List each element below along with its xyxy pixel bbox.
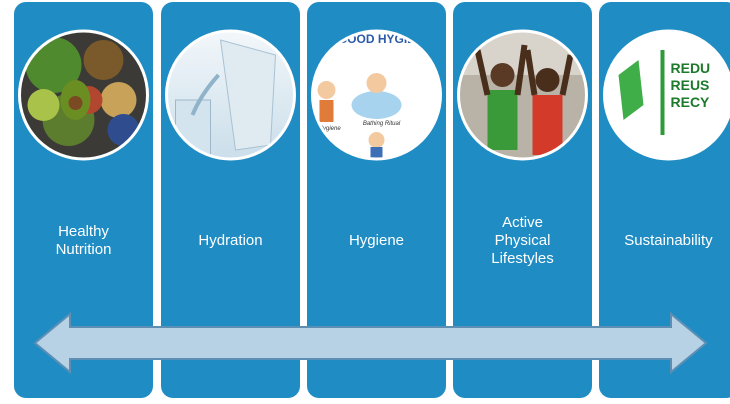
photo-shape	[320, 100, 334, 122]
image-text: REDU	[671, 60, 711, 76]
column-label: Physical	[495, 232, 551, 249]
photo-shape	[84, 40, 124, 80]
photo-shape	[533, 95, 563, 155]
photo-shape	[69, 96, 83, 110]
photo-shape	[101, 82, 137, 118]
photo-shape	[28, 89, 60, 121]
diagram: HealthyNutritionHydrationGOOD HYGIEBathi…	[0, 0, 730, 404]
column-label: Sustainability	[624, 232, 713, 249]
photo-shape	[369, 132, 385, 148]
column-label: Lifestyles	[491, 250, 554, 267]
column-label: Healthy	[58, 223, 109, 240]
photo-shape	[367, 73, 387, 93]
page: {"columns": [ {"label_lines": ["Healthy"…	[0, 0, 730, 404]
photo-shape	[536, 68, 560, 92]
image-text: REUS	[671, 77, 710, 93]
column-label: Active	[502, 214, 543, 231]
image-text: Bathing Ritual	[363, 121, 401, 127]
column-label: Nutrition	[56, 241, 112, 258]
photo-shape	[491, 63, 515, 87]
column-label: Hydration	[198, 232, 262, 249]
photo-shape	[661, 50, 665, 135]
photo-shape	[318, 81, 336, 99]
photo-shape	[352, 91, 402, 119]
column-label: Hygiene	[349, 232, 404, 249]
photo-shape	[488, 90, 518, 150]
image-text: RECY	[671, 94, 711, 110]
